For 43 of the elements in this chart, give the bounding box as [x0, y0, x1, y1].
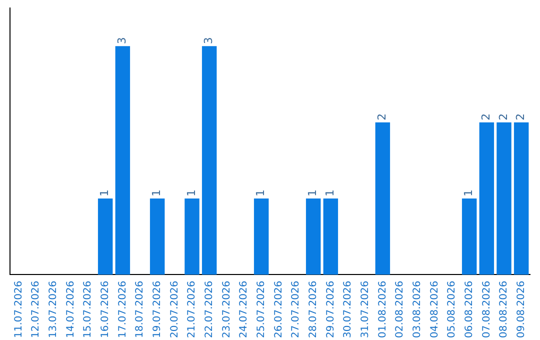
x-tick-label: 23.07.2026	[221, 280, 232, 338]
x-tick-label: 01.08.2026	[377, 280, 388, 338]
x-tick-label: 24.07.2026	[238, 280, 250, 338]
x-tick-label: 29.07.2026	[325, 280, 336, 338]
x-tick-label: 19.07.2026	[152, 280, 163, 338]
data-label: 1	[324, 190, 337, 197]
x-tick-label: 15.07.2026	[82, 280, 94, 338]
x-tick-label: 26.07.2026	[273, 280, 284, 338]
x-tick-label: 18.07.2026	[134, 280, 146, 338]
x-tick-label: 17.07.2026	[117, 280, 128, 338]
data-label: 1	[462, 190, 476, 197]
x-tick-label: 21.07.2026	[186, 280, 198, 338]
x-tick-label: 28.07.2026	[308, 280, 319, 338]
x-tick-label: 02.08.2026	[394, 280, 406, 338]
x-tick-label: 27.07.2026	[290, 280, 302, 338]
x-tick-label: 03.08.2026	[412, 280, 423, 338]
data-label: 1	[184, 190, 198, 197]
x-tick-label: 16.07.2026	[100, 280, 111, 338]
x-tick-label: 06.08.2026	[464, 280, 475, 338]
data-label: 2	[480, 113, 493, 120]
data-label: 3	[202, 37, 216, 44]
data-label: 1	[150, 190, 164, 197]
data-label: 1	[254, 190, 268, 197]
x-tick-label: 12.07.2026	[30, 280, 42, 338]
x-tick-label: 13.07.2026	[48, 280, 59, 338]
x-tick-label: 07.08.2026	[481, 280, 492, 338]
data-label: 2	[496, 113, 510, 120]
x-tick-label: 30.07.2026	[342, 280, 354, 338]
data-label: 2	[514, 113, 528, 120]
data-label: 2	[376, 113, 389, 120]
x-tick-label: 31.07.2026	[360, 280, 371, 338]
x-tick-label: 22.07.2026	[204, 280, 215, 338]
data-label: 3	[116, 37, 129, 44]
x-tick-label: 25.07.2026	[256, 280, 267, 338]
x-tick-label: 08.08.2026	[498, 280, 510, 338]
data-label: 1	[306, 190, 320, 197]
data-label: 1	[98, 190, 112, 197]
x-tick-label: 04.08.2026	[429, 280, 440, 338]
x-tick-label: 11.07.2026	[13, 280, 24, 338]
x-tick-label: 14.07.2026	[65, 280, 76, 338]
x-tick-label: 20.07.2026	[169, 280, 180, 338]
x-tick-label: 05.08.2026	[446, 280, 458, 338]
x-tick-label: 09.08.2026	[516, 280, 527, 338]
